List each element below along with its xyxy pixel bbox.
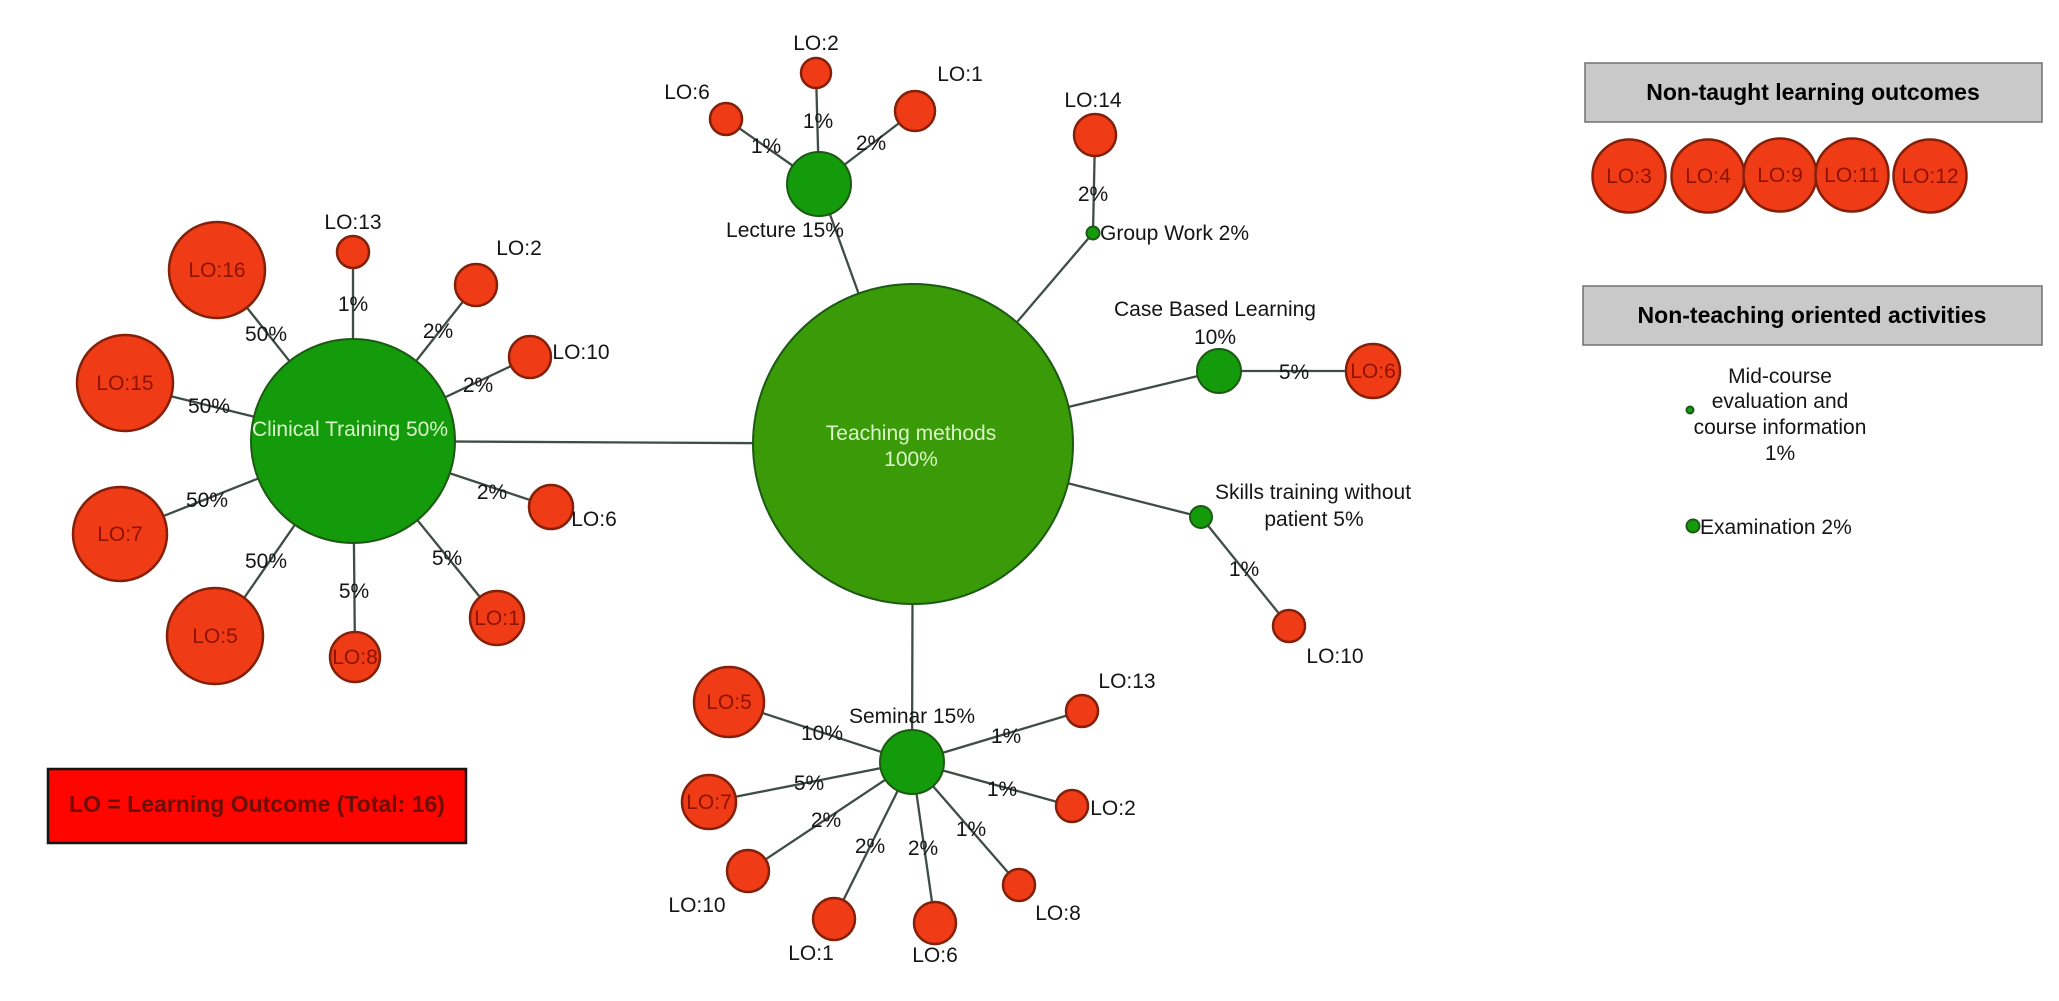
svg-text:1%: 1% bbox=[1765, 442, 1795, 465]
svg-text:5%: 5% bbox=[794, 772, 824, 795]
svg-text:50%: 50% bbox=[245, 550, 287, 573]
svg-text:2%: 2% bbox=[423, 320, 453, 343]
svg-text:Non-teaching oriented activiti: Non-teaching oriented activities bbox=[1638, 302, 1987, 328]
svg-text:LO:3: LO:3 bbox=[1606, 165, 1652, 188]
svg-text:LO:6: LO:6 bbox=[912, 944, 958, 967]
svg-text:Non-taught learning outcomes: Non-taught learning outcomes bbox=[1646, 79, 1980, 105]
svg-text:5%: 5% bbox=[339, 580, 369, 603]
svg-text:LO = Learning Outcome (Total:: LO = Learning Outcome (Total: 16) bbox=[69, 791, 445, 817]
svg-text:LO:14: LO:14 bbox=[1064, 89, 1122, 112]
svg-text:LO:1: LO:1 bbox=[788, 942, 834, 965]
svg-text:Case Based Learning: Case Based Learning bbox=[1114, 298, 1316, 321]
svg-text:100%: 100% bbox=[884, 448, 938, 471]
svg-text:2%: 2% bbox=[855, 835, 885, 858]
svg-text:1%: 1% bbox=[338, 293, 368, 316]
svg-text:2%: 2% bbox=[477, 481, 507, 504]
svg-text:50%: 50% bbox=[186, 489, 228, 512]
svg-text:LO:9: LO:9 bbox=[1757, 164, 1803, 187]
svg-text:1%: 1% bbox=[987, 778, 1017, 801]
svg-text:LO:15: LO:15 bbox=[96, 372, 153, 395]
svg-text:LO:1: LO:1 bbox=[937, 63, 983, 86]
svg-text:LO:10: LO:10 bbox=[1306, 645, 1363, 668]
svg-text:LO:10: LO:10 bbox=[552, 341, 609, 364]
svg-text:LO:7: LO:7 bbox=[686, 791, 732, 814]
svg-text:LO:5: LO:5 bbox=[192, 625, 238, 648]
svg-text:LO:5: LO:5 bbox=[706, 691, 752, 714]
svg-text:LO:10: LO:10 bbox=[668, 894, 725, 917]
svg-text:LO:13: LO:13 bbox=[1098, 670, 1155, 693]
svg-text:evaluation and: evaluation and bbox=[1712, 390, 1849, 413]
svg-text:course information: course information bbox=[1694, 416, 1867, 439]
svg-text:Seminar 15%: Seminar 15% bbox=[849, 705, 975, 728]
svg-text:LO:8: LO:8 bbox=[1035, 902, 1081, 925]
svg-text:LO:12: LO:12 bbox=[1901, 165, 1958, 188]
svg-text:2%: 2% bbox=[1078, 183, 1108, 206]
svg-text:Mid-course: Mid-course bbox=[1728, 365, 1832, 388]
svg-text:10%: 10% bbox=[1194, 326, 1236, 349]
svg-text:1%: 1% bbox=[991, 725, 1021, 748]
svg-text:Skills training without: Skills training without bbox=[1215, 481, 1411, 504]
svg-text:2%: 2% bbox=[463, 374, 493, 397]
svg-text:Examination 2%: Examination 2% bbox=[1700, 516, 1852, 539]
svg-text:2%: 2% bbox=[908, 837, 938, 860]
svg-text:LO:7: LO:7 bbox=[97, 523, 143, 546]
svg-text:LO:2: LO:2 bbox=[793, 32, 839, 55]
svg-text:LO:6: LO:6 bbox=[664, 81, 710, 104]
svg-text:LO:11: LO:11 bbox=[1824, 164, 1880, 187]
svg-text:1%: 1% bbox=[751, 135, 781, 158]
svg-text:1%: 1% bbox=[956, 818, 986, 841]
svg-text:Lecture 15%: Lecture 15% bbox=[726, 219, 844, 242]
svg-text:Teaching methods: Teaching methods bbox=[826, 422, 996, 445]
svg-text:LO:13: LO:13 bbox=[324, 211, 381, 234]
svg-text:LO:8: LO:8 bbox=[332, 646, 378, 669]
svg-text:patient 5%: patient 5% bbox=[1264, 508, 1363, 531]
svg-text:LO:4: LO:4 bbox=[1685, 165, 1731, 188]
svg-text:1%: 1% bbox=[1229, 558, 1259, 581]
svg-text:Group Work 2%: Group Work 2% bbox=[1100, 222, 1249, 245]
svg-text:5%: 5% bbox=[432, 547, 462, 570]
svg-text:50%: 50% bbox=[188, 395, 230, 418]
svg-text:2%: 2% bbox=[856, 132, 886, 155]
svg-text:50%: 50% bbox=[245, 323, 287, 346]
svg-text:10%: 10% bbox=[801, 722, 843, 745]
svg-text:LO:1: LO:1 bbox=[474, 607, 520, 630]
svg-text:LO:6: LO:6 bbox=[571, 508, 617, 531]
svg-text:Clinical Training 50%: Clinical Training 50% bbox=[252, 418, 448, 441]
svg-text:LO:6: LO:6 bbox=[1350, 360, 1396, 383]
svg-text:2%: 2% bbox=[811, 809, 841, 832]
svg-text:LO:2: LO:2 bbox=[496, 237, 542, 260]
svg-text:LO:16: LO:16 bbox=[188, 259, 245, 282]
svg-text:1%: 1% bbox=[803, 110, 833, 133]
svg-text:5%: 5% bbox=[1279, 361, 1309, 384]
svg-text:LO:2: LO:2 bbox=[1090, 797, 1136, 820]
